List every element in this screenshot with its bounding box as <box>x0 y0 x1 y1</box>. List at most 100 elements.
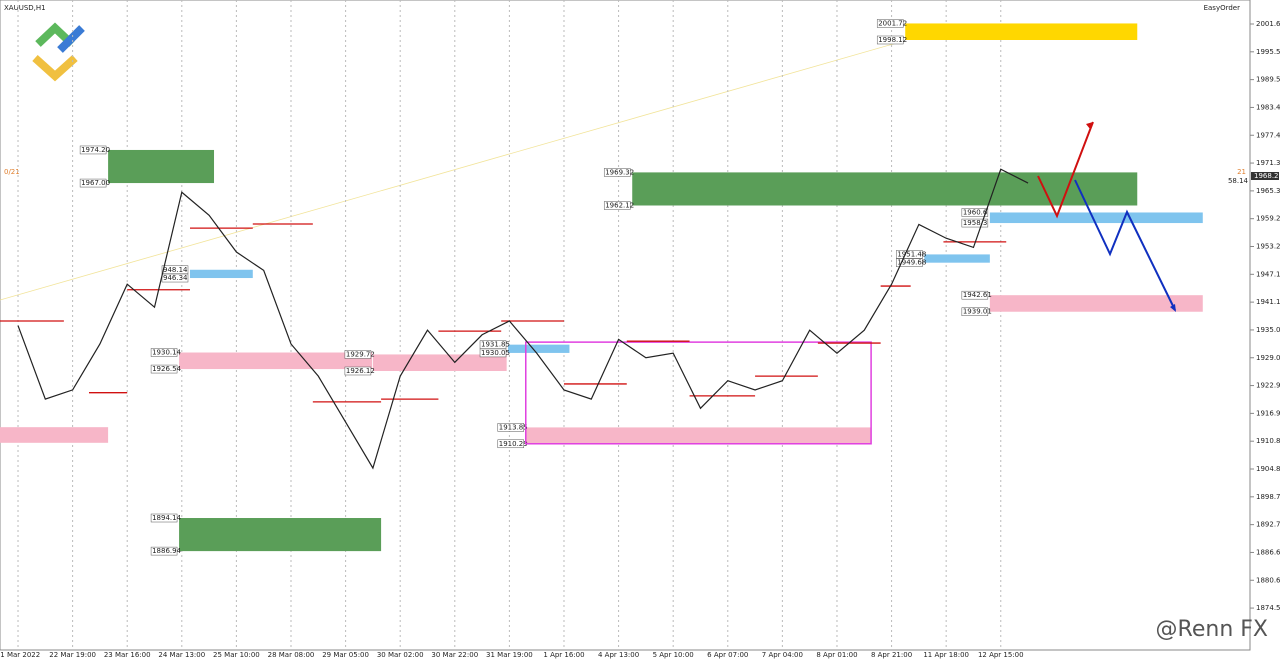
zone-label-box <box>497 423 525 432</box>
x-tick-label: 6 Apr 07:00 <box>707 651 748 659</box>
zone-label: 946.34 <box>163 274 188 282</box>
symbol-title: XAUUSD,H1 <box>4 4 46 12</box>
zone-label: 948.14 <box>163 266 188 274</box>
zone-label-box <box>961 307 989 316</box>
zone <box>924 254 990 263</box>
zone-label: 1974.20 <box>81 146 110 154</box>
zone-label: 1967.00 <box>81 179 110 187</box>
zone-label-box <box>79 145 107 155</box>
y-tick-label: 1935.05 <box>1256 326 1280 334</box>
logo-shape <box>57 25 85 53</box>
x-tick-label: 31 Mar 19:00 <box>486 651 533 659</box>
right-value: 58.14 <box>1228 177 1249 185</box>
toolbar-label: EasyOrder <box>1204 4 1241 12</box>
zone-label-box <box>150 513 178 523</box>
zone <box>632 172 1138 206</box>
y-tick-label: 1995.55 <box>1256 48 1280 56</box>
zone-label: 1931.85 <box>481 341 510 349</box>
zone-label-box <box>603 201 631 210</box>
x-tick-label: 7 Apr 04:00 <box>762 651 803 659</box>
plot-frame <box>0 0 1251 651</box>
price-line <box>17 168 1029 470</box>
y-tick-label: 1983.45 <box>1256 103 1280 111</box>
zone-label: 1886.94 <box>152 547 181 555</box>
zone <box>905 23 1138 40</box>
y-tick-label: 1892.70 <box>1256 521 1280 529</box>
logo <box>32 22 85 82</box>
x-tick-label: 21 Mar 2022 <box>0 651 40 659</box>
x-tick-label: 12 Apr 15:00 <box>978 651 1024 659</box>
zone-label-box <box>896 258 923 267</box>
y-tick-label: 1977.40 <box>1256 131 1280 139</box>
y-tick-label: 1898.75 <box>1256 493 1280 501</box>
zone-label: 1942.61 <box>963 291 992 299</box>
zone-label: 1930.05 <box>481 349 510 357</box>
zone-label: 1930.14 <box>152 349 181 357</box>
y-tick-label: 1904.80 <box>1256 465 1280 473</box>
x-tick-label: 4 Apr 13:00 <box>598 651 639 659</box>
zone-label-box <box>603 168 631 177</box>
zone-label-box <box>896 250 923 259</box>
zone <box>179 352 373 370</box>
zone-label: 1958.3 <box>963 219 988 227</box>
y-tick-label: 1880.60 <box>1256 576 1280 584</box>
zone-label-box <box>497 439 525 449</box>
y-tick-label: 1886.65 <box>1256 548 1280 556</box>
x-tick-label: 24 Mar 13:00 <box>158 651 205 659</box>
forecast-arrow <box>1037 121 1094 219</box>
zone-label: 1951.48 <box>897 250 926 258</box>
arrow-head <box>1086 122 1093 129</box>
zone-label-box <box>344 366 372 376</box>
zone-label: 2001.72 <box>878 19 907 27</box>
x-tick-label: 1 Apr 16:00 <box>543 651 584 659</box>
y-tick-label: 1922.95 <box>1256 382 1280 390</box>
logo-shape <box>32 55 78 82</box>
zone-label-box <box>961 290 989 300</box>
zone <box>508 344 570 353</box>
zone <box>189 269 253 279</box>
zone-label: 1894.14 <box>152 514 181 522</box>
zone-label: 1913.85 <box>499 423 528 431</box>
zone-label-box <box>150 348 178 357</box>
fib-label: 0/21 <box>4 168 20 176</box>
y-tick-label: 1916.90 <box>1256 409 1280 417</box>
y-tick-label: 1947.15 <box>1256 270 1280 278</box>
zone-label-box <box>479 348 507 358</box>
zone-label: 1929.72 <box>346 350 375 358</box>
y-tick-label: 1941.10 <box>1256 298 1280 306</box>
zone-label: 1939.01 <box>963 308 992 316</box>
y-tick-label: 1929.00 <box>1256 354 1280 362</box>
zone-label-box <box>961 208 989 217</box>
frame <box>525 341 872 445</box>
zone <box>0 427 109 443</box>
y-tick-label: 1989.50 <box>1256 76 1280 84</box>
x-tick-label: 25 Mar 10:00 <box>213 651 260 659</box>
x-tick-label: 8 Apr 01:00 <box>816 651 857 659</box>
zone-label: 1960.6 <box>963 208 988 216</box>
y-tick-label: 1953.20 <box>1256 243 1280 251</box>
zone-label: 1910.29 <box>499 440 528 448</box>
zone-label-box <box>876 35 904 45</box>
price-tag-bg <box>1251 172 1279 180</box>
x-tick-label: 22 Mar 19:00 <box>49 651 96 659</box>
x-tick-label: 30 Mar 02:00 <box>377 651 424 659</box>
zone <box>989 295 1203 312</box>
y-tick-label: 1959.25 <box>1256 215 1280 223</box>
zone-label-box <box>344 350 372 359</box>
y-tick-label: 1965.30 <box>1256 187 1280 195</box>
y-tick-label: 1874.55 <box>1256 604 1280 612</box>
zone-label: 1962.12 <box>605 201 634 209</box>
x-tick-label: 30 Mar 22:00 <box>431 651 478 659</box>
zone-label: 1998.12 <box>878 36 907 44</box>
x-tick-label: 5 Apr 10:00 <box>653 651 694 659</box>
x-tick-label: 8 Apr 21:00 <box>871 651 912 659</box>
x-tick-label: 11 Apr 18:00 <box>923 651 969 659</box>
price-tag: 1968.25 <box>1254 172 1280 180</box>
y-tick-label: 1910.85 <box>1256 437 1280 445</box>
zone-label-box <box>79 178 107 188</box>
y-tick-label: 1971.35 <box>1256 159 1280 167</box>
y-tick-label: 2001.60 <box>1256 20 1280 28</box>
